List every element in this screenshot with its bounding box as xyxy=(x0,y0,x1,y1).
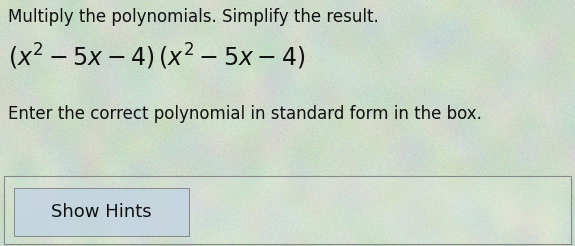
Text: Show Hints: Show Hints xyxy=(51,203,152,221)
Text: Enter the correct polynomial in standard form in the box.: Enter the correct polynomial in standard… xyxy=(8,105,482,123)
Text: Multiply the polynomials. Simplify the result.: Multiply the polynomials. Simplify the r… xyxy=(8,8,379,26)
FancyBboxPatch shape xyxy=(14,188,189,236)
Text: $(x^2 - 5x - 4)\,(x^2 - 5x - 4)$: $(x^2 - 5x - 4)\,(x^2 - 5x - 4)$ xyxy=(8,42,305,72)
FancyBboxPatch shape xyxy=(4,176,571,244)
